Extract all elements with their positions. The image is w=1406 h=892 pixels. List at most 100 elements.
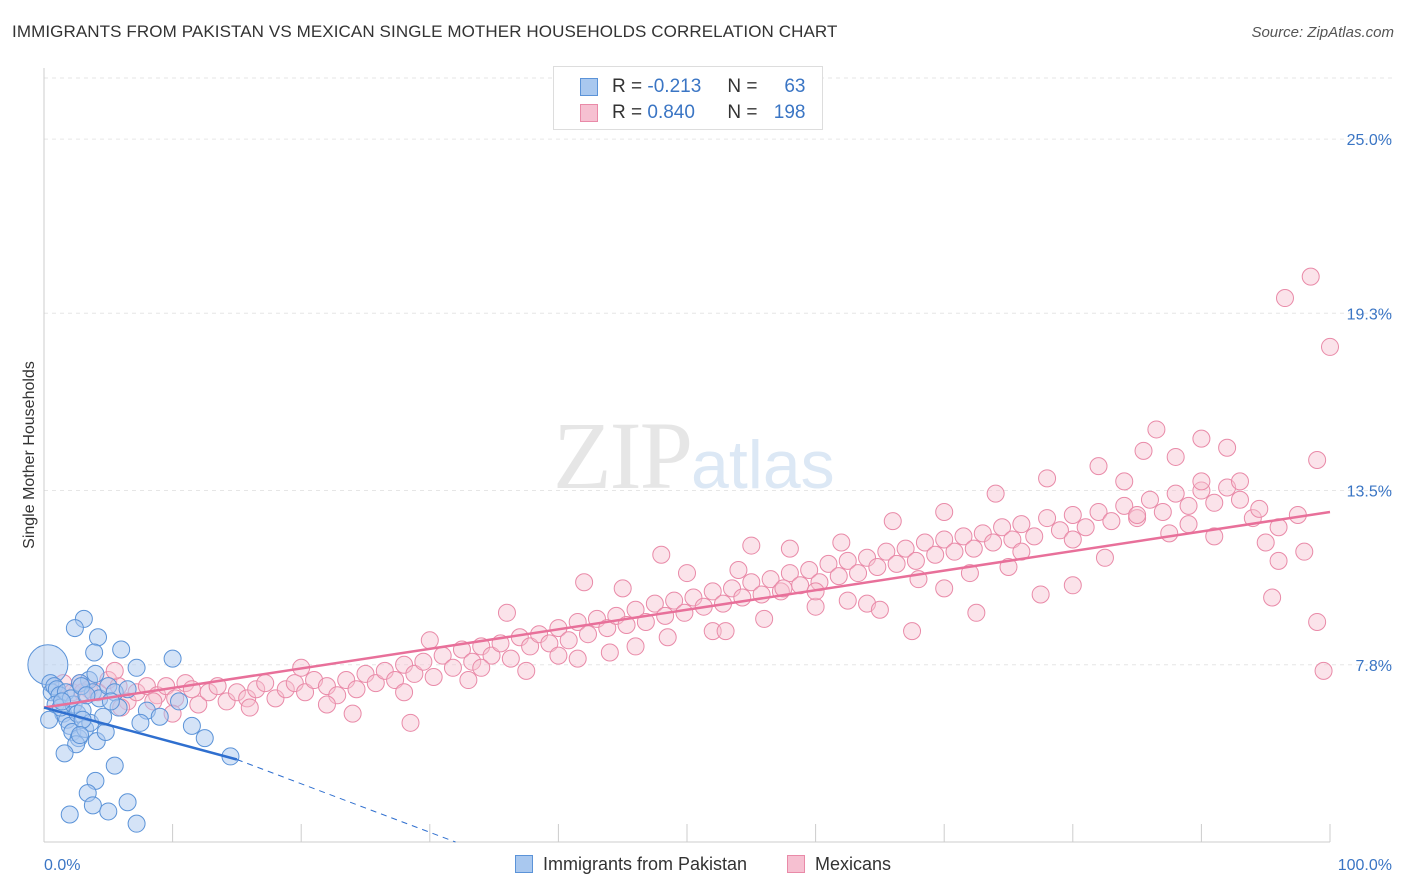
mexicans-point	[838, 551, 857, 570]
legend-label-pakistan: Immigrants from Pakistan	[542, 853, 748, 874]
mexicans-point	[1089, 457, 1108, 476]
legend-row-pakistan: R = -0.213 N = 63	[580, 75, 806, 99]
legend-n-value: 63	[784, 76, 806, 97]
mexicans-point	[868, 557, 887, 576]
mexicans-point	[954, 527, 973, 546]
pakistan-point	[86, 664, 105, 683]
pakistan-point	[71, 726, 90, 745]
legend-r-value: 0.840	[647, 102, 695, 123]
legend-swatch-pink	[787, 855, 806, 873]
mexicans-point	[774, 579, 793, 598]
mexicans-point	[598, 619, 617, 638]
pakistan-point	[170, 692, 189, 711]
mexicans-point	[1314, 661, 1333, 680]
mexicans-point	[967, 603, 986, 622]
mexicans-point	[960, 564, 979, 583]
pakistan-point	[163, 649, 182, 668]
mexicans-point	[1153, 502, 1172, 521]
mexicans-point	[800, 561, 819, 580]
mexicans-point	[1063, 506, 1082, 525]
pakistan-point	[40, 710, 59, 729]
mexicans-point	[575, 573, 594, 592]
pakistan-point	[131, 713, 150, 732]
mexicans-point	[600, 643, 619, 662]
pakistan-point	[182, 716, 201, 735]
mexicans-point	[665, 591, 684, 610]
stats-legend: R = -0.213 N = 63 R = 0.840 N = 198	[553, 66, 823, 130]
mexicans-point	[189, 695, 208, 714]
mexicans-point	[675, 603, 694, 622]
y-tick-label: 13.5%	[1347, 484, 1392, 501]
watermark: ZIPatlas	[553, 400, 835, 511]
mexicans-point	[1301, 267, 1320, 286]
mexicans-point	[1038, 469, 1057, 488]
mexicans-point	[984, 533, 1003, 552]
mexicans-point	[463, 652, 482, 671]
mexicans-point	[1128, 506, 1147, 525]
pakistan-point	[65, 619, 84, 638]
mexicans-point	[678, 564, 696, 583]
mexicans-point	[1256, 533, 1275, 552]
legend-item-pakistan[interactable]: Immigrants from Pakistan	[514, 853, 748, 875]
mexicans-point	[626, 637, 645, 656]
mexicans-point	[356, 664, 375, 683]
mexicans-point	[780, 539, 799, 558]
y-tick-label: 7.8%	[1356, 658, 1392, 675]
mexicans-point	[240, 698, 259, 717]
mexicans-point	[703, 622, 722, 641]
mexicans-point	[559, 631, 578, 650]
mexicans-point	[375, 661, 394, 680]
legend-r-label: R =	[612, 76, 643, 97]
mexicans-point	[838, 591, 857, 610]
mexicans-point	[806, 597, 825, 616]
mexicans-point	[761, 570, 780, 589]
mexicans-point	[256, 674, 275, 693]
pakistan-point	[89, 628, 108, 647]
grid-layer	[43, 68, 1395, 843]
mexicans-point	[986, 484, 1005, 503]
mexicans-point	[1230, 472, 1249, 491]
mexicans-point	[935, 530, 954, 549]
legend-n-label: N =	[727, 102, 758, 123]
mexicans-point	[1012, 542, 1031, 561]
mexicans-point	[1179, 496, 1198, 515]
mexicans-point	[1179, 515, 1198, 534]
mexicans-point	[993, 518, 1012, 537]
mexicans-point	[420, 631, 439, 650]
mexicans-point	[729, 561, 748, 580]
mexicans-point	[497, 603, 516, 622]
axis-ticks: 7.8% 13.5% 19.3% 25.0% 0.0% 100.0%	[44, 132, 1392, 874]
mexicans-point	[742, 536, 761, 555]
mexicans-point	[1095, 548, 1114, 567]
pakistan-point	[127, 658, 146, 677]
mexicans-point	[1263, 588, 1282, 607]
mexicans-trend-line	[43, 510, 1331, 709]
mexicans-point	[105, 661, 124, 680]
x-tick-label: 100.0%	[1338, 857, 1392, 874]
mexicans-point	[337, 671, 356, 690]
mexicans-point	[877, 542, 896, 561]
mexicans-point	[1295, 542, 1314, 561]
mexicans-point	[973, 524, 992, 543]
mexicans-point	[1308, 612, 1327, 631]
mexicans-point	[829, 567, 848, 586]
mexicans-point	[1050, 521, 1069, 540]
legend-item-mexicans[interactable]: Mexicans	[787, 854, 891, 875]
y-tick-label: 25.0%	[1347, 132, 1392, 149]
watermark-atlas: atlas	[691, 427, 835, 503]
mexicans-point	[906, 551, 925, 570]
mexicans-point	[887, 554, 906, 573]
mexicans-point	[870, 600, 889, 619]
mexicans-point	[1160, 524, 1179, 543]
mexicans-point	[780, 564, 799, 583]
mexicans-point	[1012, 515, 1031, 534]
mexicans-point	[1308, 451, 1327, 469]
mexicans-point	[405, 664, 424, 683]
mexicans-point	[227, 683, 246, 702]
mexicans-point	[1076, 518, 1095, 537]
mexicans-point	[1205, 493, 1224, 512]
pakistan-point	[105, 756, 124, 775]
mexicans-point	[414, 652, 433, 671]
mexicans-point	[742, 573, 761, 592]
mexicans-point	[1230, 490, 1249, 509]
